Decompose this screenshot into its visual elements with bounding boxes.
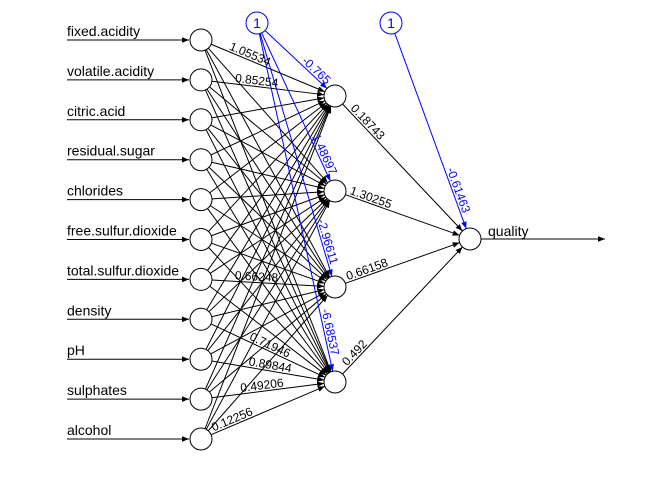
output-label: quality <box>488 223 528 239</box>
neuron <box>323 275 347 299</box>
edge <box>211 242 325 284</box>
edge <box>204 50 332 372</box>
edge <box>209 285 327 376</box>
neuron <box>323 84 347 108</box>
edge <box>342 103 463 232</box>
input-label: volatile.acidity <box>67 63 154 79</box>
edge <box>207 47 329 184</box>
input-label: total.sulfur.dioxide <box>67 262 179 278</box>
weight-label: 0.66248 <box>234 268 278 284</box>
weight-label: 0.492 <box>339 337 370 369</box>
input-label: fixed.acidity <box>67 23 140 39</box>
edge <box>206 199 330 391</box>
edge <box>204 106 332 429</box>
neuron <box>458 227 482 251</box>
weight-label: 0.85254 <box>234 71 279 90</box>
edge <box>209 102 327 194</box>
edge <box>261 32 331 182</box>
bias-label: 1 <box>387 15 395 31</box>
edge <box>207 294 329 432</box>
neuron <box>189 267 213 291</box>
edge <box>205 200 331 430</box>
bias-label: 1 <box>253 15 261 31</box>
weight-label: 0.49206 <box>240 376 285 395</box>
edge <box>211 194 325 237</box>
edge <box>209 196 327 274</box>
edge <box>207 208 329 374</box>
edge <box>207 128 329 279</box>
neuron <box>323 179 347 203</box>
edge <box>206 88 330 279</box>
edge <box>207 199 329 351</box>
weight-label: 0.66158 <box>344 255 390 283</box>
edges <box>67 30 605 442</box>
weight-label: -0.765 <box>299 54 334 88</box>
neuron <box>189 228 213 251</box>
edge <box>211 381 325 399</box>
weight-label: 1.30255 <box>348 184 394 212</box>
edge <box>210 100 326 156</box>
edge <box>208 247 328 375</box>
edge <box>209 293 327 393</box>
neuron <box>189 427 213 451</box>
edge <box>208 103 328 232</box>
edge <box>211 288 325 318</box>
neuron <box>189 108 213 132</box>
neuron <box>323 370 347 394</box>
edge <box>207 104 329 271</box>
weight-label: -0.61463 <box>444 165 474 215</box>
edge <box>210 385 326 436</box>
weight-label: -2.96611 <box>315 217 342 266</box>
weight-label: 1.48697 <box>309 132 340 178</box>
edge <box>205 129 331 373</box>
edge <box>204 105 332 390</box>
edge <box>206 105 330 311</box>
input-label: pH <box>67 342 85 358</box>
input-label: sulphates <box>67 382 127 398</box>
input-label: free.sulfur.dioxide <box>67 223 177 239</box>
weight-label: 0.18743 <box>348 101 388 142</box>
neuron <box>189 307 213 331</box>
edge <box>210 291 326 355</box>
edge <box>259 33 333 277</box>
edge <box>209 205 327 282</box>
edge <box>205 105 331 350</box>
edge <box>211 161 325 190</box>
edge <box>345 194 460 236</box>
edge <box>208 166 328 280</box>
edge <box>211 96 325 119</box>
edge <box>258 33 334 372</box>
edge <box>342 246 463 375</box>
input-label: residual.sugar <box>67 143 155 159</box>
neuron <box>189 188 213 212</box>
input-label: chlorides <box>67 183 123 199</box>
weight-label: 0.12256 <box>209 404 255 434</box>
edge <box>211 189 325 200</box>
edge <box>264 30 328 89</box>
edge <box>205 89 331 373</box>
edge <box>210 124 326 187</box>
edge <box>206 168 330 373</box>
bias-node <box>379 11 403 35</box>
edge <box>394 33 467 229</box>
neuron <box>189 347 213 371</box>
edge <box>211 80 325 97</box>
neuron <box>189 28 213 52</box>
edge <box>208 198 328 313</box>
edge <box>345 242 460 284</box>
input-label: density <box>67 302 111 318</box>
neuron <box>189 387 213 411</box>
input-label: citric.acid <box>67 103 125 119</box>
bias-node <box>245 11 269 35</box>
input-label: alcohol <box>67 422 111 438</box>
edge <box>211 279 325 289</box>
neuron <box>189 148 213 172</box>
footer: Error: 25.235467 Steps: 88876 <box>227 478 446 480</box>
neuron <box>189 68 213 92</box>
edge <box>210 43 326 93</box>
